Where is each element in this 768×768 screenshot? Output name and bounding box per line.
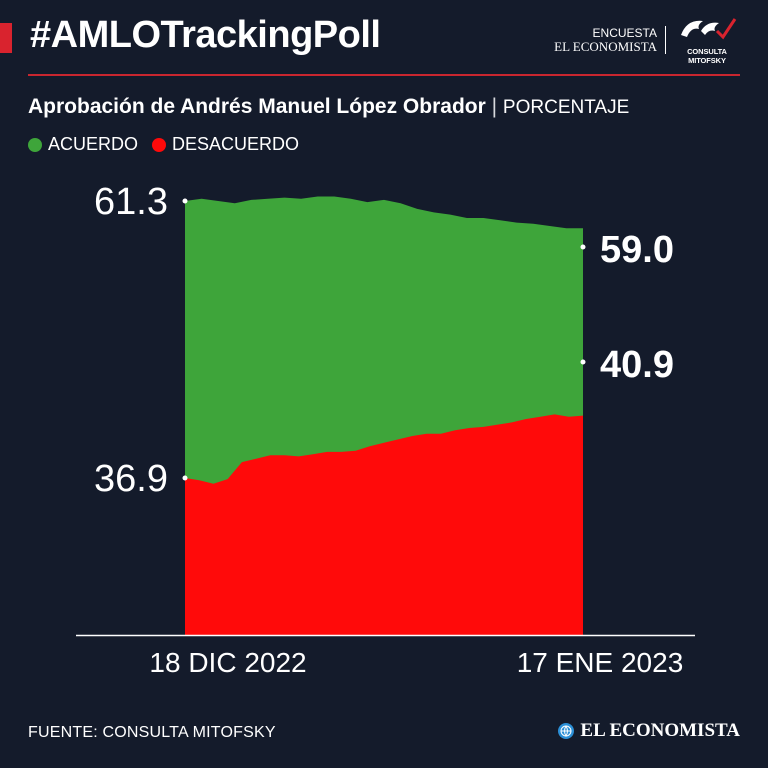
right-marker-1 (580, 359, 586, 365)
legend: ACUERDO DESACUERDO (28, 134, 313, 155)
subtitle-separator: | (491, 95, 498, 118)
x-tick-label-start: 18 DIC 2022 (149, 647, 306, 678)
y-label-left-0: 61.3 (94, 181, 168, 223)
brand-box: ENCUESTA EL ECONOMISTA CONSULTA MITOFSKY (554, 18, 740, 65)
legend-dot-desacuerdo (152, 137, 167, 152)
brand-text: ENCUESTA EL ECONOMISTA (554, 26, 666, 54)
header-rule (28, 74, 740, 76)
subtitle-unit: PORCENTAJE (502, 97, 630, 118)
footer-logo-text: EL ECONOMISTA (580, 720, 740, 741)
partner-label: CONSULTA MITOFSKY (687, 47, 727, 65)
legend-label-desacuerdo: DESACUERDO (172, 134, 300, 154)
footer-logo: EL ECONOMISTA (558, 720, 740, 742)
x-tick-label-end: 17 ENE 2023 (517, 647, 684, 678)
left-marker-0 (182, 198, 188, 204)
globe-icon (558, 723, 575, 739)
subtitle-main: Aprobación de Andrés Manuel López Obrado… (28, 95, 486, 118)
y-label-right-1: 40.9 (600, 344, 674, 386)
brand-line-2: EL ECONOMISTA (554, 39, 657, 54)
chart-subtitle: Aprobación de Andrés Manuel López Obrado… (28, 95, 629, 119)
legend-item-desacuerdo: DESACUERDO (152, 134, 299, 155)
brand-line-1: ENCUESTA (592, 26, 657, 40)
series-area-desacuerdo (185, 414, 583, 635)
y-label-left-1: 36.9 (94, 458, 168, 500)
mitofsky-logo: CONSULTA MITOFSKY (674, 15, 740, 65)
y-label-right-0: 59.0 (600, 229, 674, 271)
hashtag-title: #AMLOTrackingPoll (30, 14, 381, 56)
left-marker-1 (182, 475, 188, 481)
legend-label-acuerdo: ACUERDO (48, 134, 139, 154)
mitofsky-emblem-icon (681, 18, 737, 40)
legend-dot-acuerdo (28, 137, 42, 152)
legend-item-acuerdo: ACUERDO (28, 134, 138, 155)
right-marker-0 (580, 244, 586, 250)
footer-source: FUENTE: CONSULTA MITOFSKY (28, 724, 276, 741)
accent-bar (0, 23, 12, 53)
